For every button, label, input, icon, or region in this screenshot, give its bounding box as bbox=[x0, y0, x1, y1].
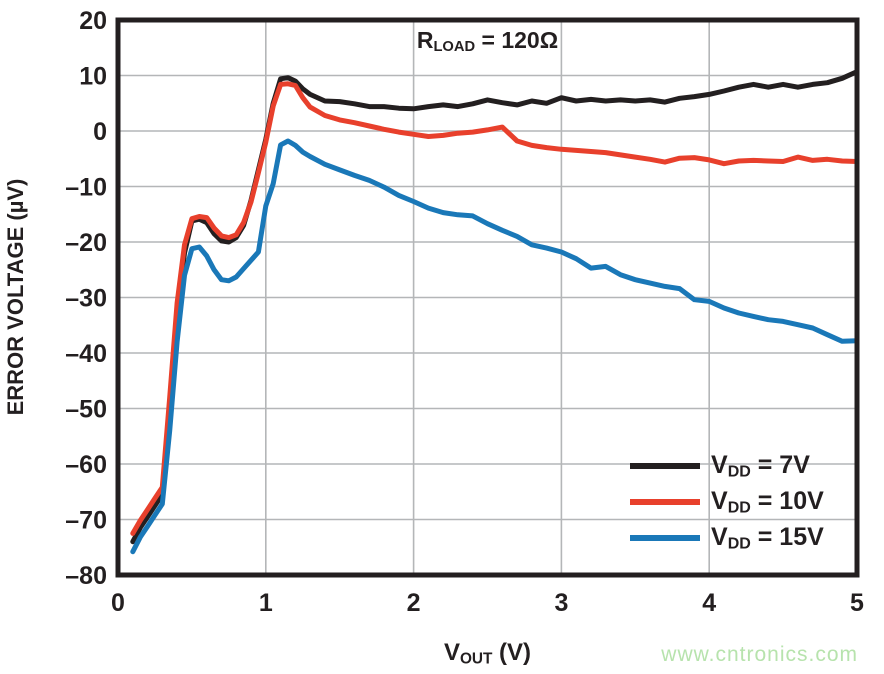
y-tick-label: –10 bbox=[65, 174, 107, 202]
legend-row-2: VDD = 15V bbox=[630, 520, 824, 556]
y-tick-label: –20 bbox=[65, 229, 107, 257]
chart-annotation: RLOAD = 120Ω bbox=[118, 27, 857, 55]
x-axis-title: VOUT (V) bbox=[118, 639, 857, 668]
legend-swatch-0 bbox=[630, 463, 700, 469]
legend-label-1: VDD = 10V bbox=[711, 486, 824, 517]
x-title-subscript: OUT bbox=[459, 650, 493, 668]
annotation-prefix: R bbox=[416, 27, 434, 53]
series-line-2 bbox=[130, 138, 860, 555]
legend-label-2: VDD = 15V bbox=[711, 522, 824, 553]
x-tick-label: 2 bbox=[407, 589, 421, 617]
watermark: www.cntronics.com bbox=[661, 643, 858, 666]
y-tick-label: 20 bbox=[79, 7, 107, 35]
x-tick-label: 4 bbox=[702, 589, 716, 617]
series-line-0 bbox=[130, 69, 860, 545]
annotation-subscript: LOAD bbox=[433, 39, 476, 56]
x-title-prefix: V bbox=[443, 639, 460, 666]
legend-swatch-2 bbox=[630, 535, 700, 541]
y-tick-label: –70 bbox=[65, 507, 107, 535]
x-tick-label: 0 bbox=[111, 589, 125, 617]
legend-label-0: VDD = 7V bbox=[711, 450, 810, 481]
y-tick-label: –80 bbox=[65, 562, 107, 590]
y-tick-label: –50 bbox=[65, 396, 107, 424]
legend-swatch-1 bbox=[630, 499, 700, 505]
x-tick-label: 3 bbox=[554, 589, 568, 617]
x-title-suffix: (V) bbox=[492, 639, 532, 666]
y-tick-label: 10 bbox=[79, 63, 107, 91]
y-tick-label: 0 bbox=[93, 118, 107, 146]
plot-frame bbox=[115, 17, 860, 578]
legend: VDD = 7V VDD = 10V VDD = 15V bbox=[630, 448, 824, 556]
series-line-1 bbox=[130, 81, 860, 536]
y-axis-title: ERROR VOLTAGE (µV) bbox=[3, 178, 28, 416]
y-tick-label: –60 bbox=[65, 451, 107, 479]
annotation-suffix: = 120Ω bbox=[475, 27, 559, 53]
x-tick-label: 1 bbox=[259, 589, 273, 617]
legend-row-0: VDD = 7V bbox=[630, 448, 824, 484]
y-tick-label: –40 bbox=[65, 340, 107, 368]
x-tick-label: 5 bbox=[850, 589, 864, 617]
legend-row-1: VDD = 10V bbox=[630, 484, 824, 520]
y-tick-label: –30 bbox=[65, 285, 107, 313]
